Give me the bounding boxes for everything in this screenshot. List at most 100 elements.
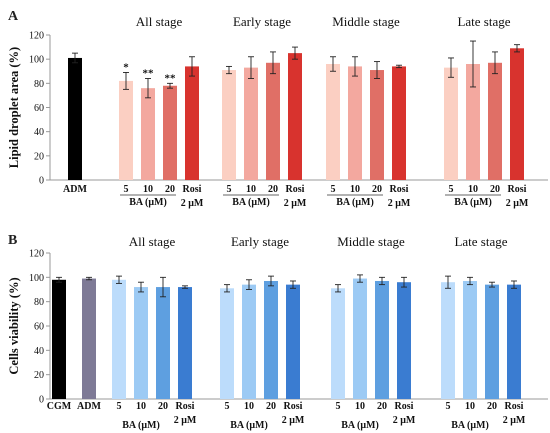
dose-label: 10	[350, 184, 360, 195]
bar	[222, 70, 236, 180]
panel-b: B Cells viability (%) 0 20 40 60 80 100 120 CGM AD…	[7, 233, 548, 431]
group-label: BA (μM)	[122, 420, 160, 431]
rosi-concentration-label: 2 μM	[503, 415, 526, 426]
y-axis-label: Cells viability (%)	[7, 277, 21, 374]
dose-label: 5	[124, 184, 129, 195]
y-tick-label: 40	[34, 346, 44, 357]
y-tick-label: 20	[34, 151, 44, 162]
dose-label: 5	[446, 401, 451, 412]
dose-label: 5	[336, 401, 341, 412]
bar	[510, 48, 524, 180]
y-tick-label: 20	[34, 370, 44, 381]
bar	[392, 66, 406, 180]
dose-label: 10	[143, 184, 153, 195]
bar	[331, 288, 345, 399]
dose-label: 20	[372, 184, 382, 195]
y-tick-label: 80	[34, 79, 44, 90]
dose-label: 20	[165, 184, 175, 195]
dose-label: Rosi	[183, 184, 202, 195]
bar	[119, 80, 133, 180]
stage-title: Late stage	[457, 14, 510, 29]
bar	[52, 279, 66, 399]
significance-marker: **	[165, 72, 177, 84]
dose-label: 20	[158, 401, 168, 412]
group-label: BA (μM)	[232, 197, 270, 208]
rosi-concentration-label: 2 μM	[282, 415, 305, 426]
group-label: BA (μM)	[454, 197, 492, 208]
dose-label: 5	[225, 401, 230, 412]
bar	[375, 280, 389, 399]
control-category-label: ADM	[77, 401, 101, 412]
y-tick-label: 100	[29, 273, 44, 284]
dose-label: 5	[117, 401, 122, 412]
dose-label: 20	[266, 401, 276, 412]
y-tick-label: 60	[34, 103, 44, 114]
bar	[244, 67, 258, 180]
y-tick-label: 0	[39, 395, 44, 406]
group-label: BA (μM)	[129, 197, 167, 208]
group-label: BA (μM)	[336, 197, 374, 208]
y-tick-label: 100	[29, 55, 44, 66]
bar	[178, 287, 192, 399]
bar	[370, 70, 384, 180]
dose-label: 10	[355, 401, 365, 412]
bar	[266, 62, 280, 180]
bar	[466, 64, 480, 180]
rosi-concentration-label: 2 μM	[284, 198, 307, 209]
rosi-concentration-label: 2 μM	[393, 415, 416, 426]
dose-label: Rosi	[176, 401, 195, 412]
bar	[156, 287, 170, 399]
bar	[441, 282, 455, 399]
bar	[220, 288, 234, 399]
dose-label: Rosi	[505, 401, 524, 412]
control-category-label: ADM	[63, 184, 87, 195]
dose-label: 20	[268, 184, 278, 195]
stage-title: Early stage	[233, 14, 291, 29]
dose-label: Rosi	[286, 184, 305, 195]
bar	[141, 88, 155, 180]
bar	[82, 278, 96, 399]
y-axis-label: Lipid droplet area (%)	[7, 47, 21, 168]
panel-label: B	[8, 233, 17, 248]
bar	[444, 67, 458, 180]
bar	[286, 284, 300, 399]
stage-title: Late stage	[454, 234, 507, 249]
dose-label: 5	[331, 184, 336, 195]
dose-label: 5	[449, 184, 454, 195]
stage-title: Middle stage	[332, 14, 400, 29]
rosi-concentration-label: 2 μM	[181, 198, 204, 209]
stage-title: All stage	[129, 234, 176, 249]
bar	[264, 280, 278, 399]
stage-title: Middle stage	[337, 234, 405, 249]
dose-label: Rosi	[284, 401, 303, 412]
bar	[397, 282, 411, 399]
y-tick-label: 0	[39, 176, 44, 187]
dose-label: 10	[246, 184, 256, 195]
dose-label: 20	[377, 401, 387, 412]
bar	[348, 66, 362, 180]
rosi-concentration-label: 2 μM	[174, 415, 197, 426]
y-tick-label: 120	[29, 249, 44, 260]
control-category-label: CGM	[47, 401, 72, 412]
y-tick-label: 80	[34, 297, 44, 308]
rosi-concentration-label: 2 μM	[388, 198, 411, 209]
bar	[242, 284, 256, 399]
group-label: BA (μM)	[341, 420, 379, 431]
panel-label: A	[8, 9, 19, 24]
bar	[353, 278, 367, 399]
bar	[163, 85, 177, 180]
bar	[112, 279, 126, 399]
stage-title: Early stage	[231, 234, 289, 249]
bar	[185, 66, 199, 180]
dose-label: 20	[490, 184, 500, 195]
dose-label: Rosi	[390, 184, 409, 195]
bar	[463, 280, 477, 399]
dose-label: 10	[244, 401, 254, 412]
dose-label: 20	[487, 401, 497, 412]
y-tick-label: 60	[34, 322, 44, 333]
dose-label: 5	[227, 184, 232, 195]
dose-label: 10	[465, 401, 475, 412]
y-tick-label: 40	[34, 127, 44, 138]
panel-a: A Lipid droplet area (%) 0 20 40 60 80 100 120 AD…	[7, 9, 548, 209]
